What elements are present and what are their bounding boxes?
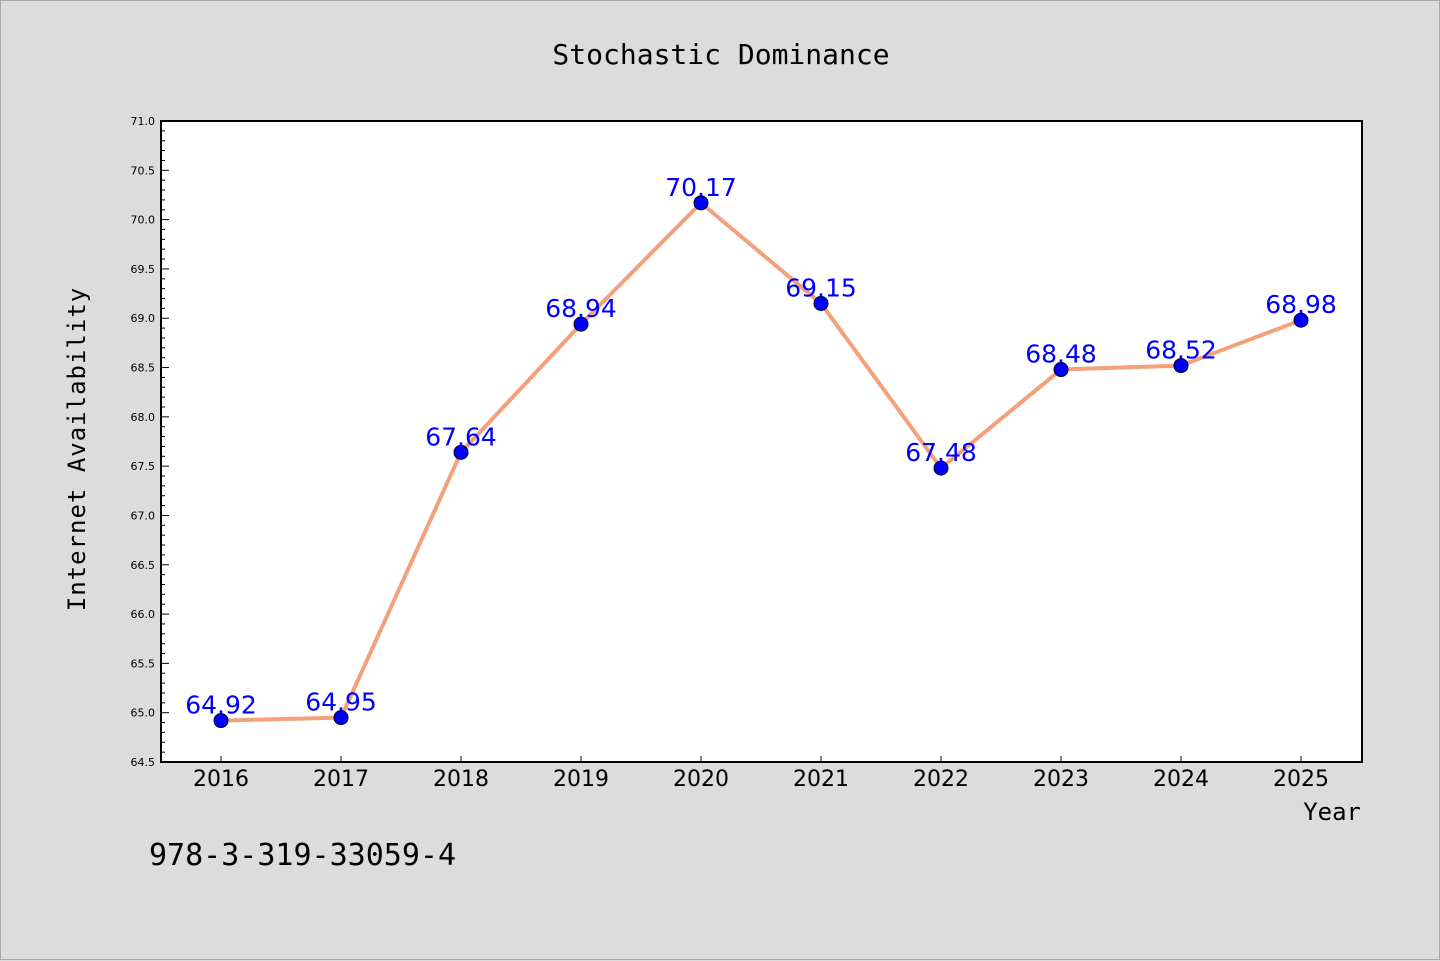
x-tick-label: 2024 <box>1153 767 1209 792</box>
x-tick-label: 2020 <box>673 767 729 792</box>
y-tick-label: 70.5 <box>131 164 156 177</box>
series-line <box>219 200 1303 723</box>
y-tick-label: 68.0 <box>131 411 156 424</box>
data-label: 69.15 <box>785 273 857 302</box>
y-axis-label: Internet Availability <box>63 287 91 611</box>
x-tick-label: 2025 <box>1273 767 1329 792</box>
y-tick-label: 70.0 <box>131 214 156 227</box>
data-label: 68.98 <box>1265 290 1337 319</box>
y-axis: 64.5 65.0 65.5 66.0 66.5 67.0 67.5 68.0 68.5 69.0… <box>131 115 169 769</box>
y-tick-label: 66.5 <box>131 559 156 572</box>
data-point-marker <box>1293 312 1309 328</box>
chart-title: Stochastic Dominance <box>552 38 889 71</box>
y-tick-label: 69.0 <box>131 312 156 325</box>
x-tick-label: 2019 <box>553 767 609 792</box>
x-axis: 2016 2017 2018 2019 2020 2021 2022 2023 2024 2025 <box>193 756 1329 792</box>
y-tick-label: 68.5 <box>131 362 156 375</box>
data-label: 68.94 <box>545 294 617 323</box>
data-label: 68.52 <box>1145 336 1217 365</box>
data-label: 70.17 <box>665 173 737 202</box>
y-tick-label: 66.0 <box>131 608 156 621</box>
data-point-marker <box>213 713 229 729</box>
x-tick-label: 2022 <box>913 767 969 792</box>
data-label: 67.48 <box>905 438 977 467</box>
data-point-marker <box>1173 358 1189 374</box>
data-label: 68.48 <box>1025 340 1097 369</box>
y-tick-label: 65.5 <box>131 657 156 670</box>
y-tick-label: 71.0 <box>131 115 156 128</box>
y-tick-label: 67.5 <box>131 460 156 473</box>
y-tick-label: 65.0 <box>131 707 156 720</box>
data-label: 64.92 <box>185 691 257 720</box>
y-tick-label: 64.5 <box>131 756 156 769</box>
x-tick-label: 2023 <box>1033 767 1089 792</box>
x-axis-label: Year <box>1303 798 1361 826</box>
data-point-marker <box>573 316 589 332</box>
x-tick-label: 2018 <box>433 767 489 792</box>
y-tick-label: 69.5 <box>131 263 156 276</box>
y-tick-label: 67.0 <box>131 509 156 522</box>
data-point-marker <box>1053 362 1069 378</box>
data-point-marker <box>693 195 709 211</box>
data-point-marker <box>453 444 469 460</box>
x-tick-label: 2017 <box>313 767 369 792</box>
data-label: 64.95 <box>305 688 377 717</box>
series-layer: 64.92 64.95 67.64 68.94 70.17 69.15 67.48 68.48… <box>185 173 1337 729</box>
data-point-marker <box>333 710 349 726</box>
x-tick-label: 2016 <box>193 767 249 792</box>
x-tick-label: 2021 <box>793 767 849 792</box>
footnote-isbn: 978-3-319-33059-4 <box>149 838 456 873</box>
data-label: 67.64 <box>425 422 497 451</box>
plot-area <box>160 120 1363 763</box>
data-point-marker <box>813 295 829 311</box>
data-point-marker <box>933 460 949 476</box>
